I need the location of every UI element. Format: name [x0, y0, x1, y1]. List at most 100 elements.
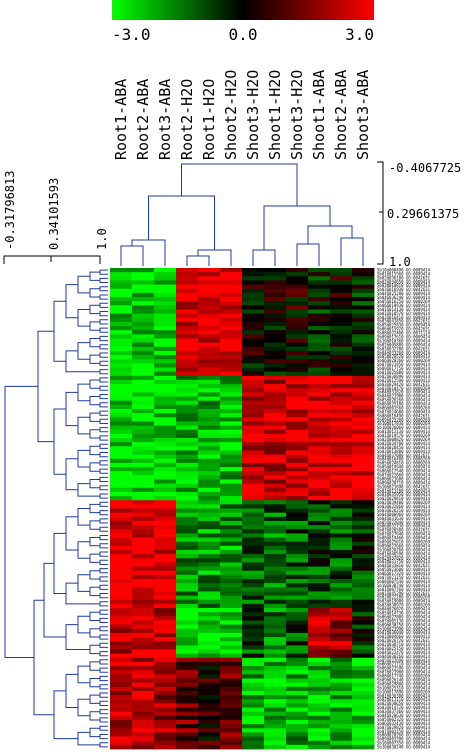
row-label: Sb05g024810 GO:0000269 [377, 461, 431, 466]
row-dendrogram-link [99, 427, 108, 433]
heatmap-cell [176, 690, 199, 696]
row-label: Sb07g022660 GO:0009414 [377, 472, 431, 477]
heatmap-cell [110, 583, 133, 588]
heatmap-cell [132, 462, 155, 468]
heatmap-cell [132, 429, 155, 435]
heatmap-cell [352, 379, 375, 385]
column-dendrogram-link [252, 249, 276, 266]
heatmap-cell [132, 450, 155, 455]
heatmap-cell [242, 442, 265, 447]
heatmap-cell [330, 583, 353, 588]
row-dendrogram-link [53, 300, 66, 362]
row-label: Sb07g003150 GO:0009414 [377, 729, 431, 734]
heatmap-cell [220, 637, 243, 642]
row-label: Sb10g023990 GO:0009414 [377, 626, 431, 631]
heatmap-cell [308, 537, 331, 543]
heatmap-cell [264, 475, 287, 480]
heatmap-cell [132, 330, 155, 335]
heatmap-cell [242, 566, 265, 572]
heatmap-cell [176, 471, 199, 476]
heatmap-cell [132, 595, 155, 601]
heatmap-cell [308, 512, 331, 518]
heatmap-cell [242, 632, 265, 638]
heatmap-cell [154, 375, 177, 381]
heatmap-cell [198, 545, 221, 551]
heatmap-cell [176, 554, 199, 559]
heatmap-cell [352, 719, 375, 725]
heatmap-cell [352, 330, 375, 335]
row-label: Sb04g036240 GO:0009414 [377, 295, 431, 300]
heatmap-cell [286, 458, 309, 464]
heatmap-cell [220, 367, 243, 373]
heatmap-cell [176, 670, 199, 675]
heatmap-cell [264, 355, 287, 360]
heatmap-cell [110, 446, 133, 451]
heatmap-cell [330, 578, 353, 584]
heatmap-cell [352, 686, 375, 692]
heatmap-cell [242, 670, 265, 675]
heatmap-cell [154, 641, 177, 646]
heatmap-cell [154, 487, 177, 493]
heatmap-cell [176, 641, 199, 646]
heatmap-cell [154, 612, 177, 617]
heatmap-cell [352, 284, 375, 290]
heatmap-cell [330, 317, 353, 323]
column-dendrogram-link [307, 225, 353, 244]
heatmap-cell [220, 744, 243, 750]
heatmap-cell [352, 375, 375, 381]
heatmap-cell [286, 417, 309, 422]
heatmap-cell [154, 367, 177, 373]
heatmap-cell [308, 545, 331, 551]
heatmap-cell [176, 682, 199, 688]
heatmap-cell [220, 355, 243, 360]
heatmap-cell [308, 292, 331, 298]
heatmap-cell [286, 744, 309, 750]
heatmap-cell [110, 487, 133, 493]
heatmap-cell [176, 276, 199, 281]
heatmap-cell [330, 396, 353, 402]
column-scale-axis [377, 161, 384, 265]
heatmap-cell [308, 288, 331, 294]
heatmap-cell [176, 719, 199, 725]
heatmap-cell [154, 587, 177, 592]
heatmap-cell [264, 313, 287, 319]
heatmap-cell [220, 433, 243, 439]
heatmap-cell [220, 682, 243, 688]
heatmap-cell [220, 554, 243, 559]
heatmap-cell [308, 425, 331, 431]
heatmap-cell [132, 583, 155, 588]
row-label: Sb03g025150 GO:0009414 [377, 646, 431, 651]
heatmap-cell [132, 297, 155, 302]
heatmap-cell [132, 570, 155, 576]
heatmap-cell [352, 740, 375, 746]
heatmap-cell [110, 367, 133, 373]
heatmap-cell [242, 384, 265, 389]
heatmap-cell [242, 744, 265, 750]
heatmap-cell [198, 670, 221, 675]
heatmap-cell [110, 645, 133, 650]
row-label: Sb02g037820 GO:0009414 [377, 555, 431, 560]
heatmap-cell [308, 520, 331, 526]
heatmap-cell [308, 305, 331, 310]
heatmap-cell [286, 487, 309, 493]
heatmap-cell [132, 516, 155, 522]
heatmap-cell [264, 392, 287, 397]
heatmap-cell [220, 342, 243, 348]
row-dendrogram-link [89, 694, 100, 704]
heatmap-cell [242, 392, 265, 397]
heatmap-cell [154, 682, 177, 688]
heatmap-cell [286, 529, 309, 534]
heatmap-cell [198, 504, 221, 509]
heatmap-cell [132, 740, 155, 746]
heatmap-cell [220, 724, 243, 729]
heatmap-cell [308, 703, 331, 708]
heatmap-cell [286, 554, 309, 559]
heatmap-cell [330, 574, 353, 580]
heatmap-cell [242, 454, 265, 460]
heatmap-cell [220, 653, 243, 659]
heatmap-cell [242, 355, 265, 360]
heatmap-cell [198, 446, 221, 451]
heatmap-cell [132, 649, 155, 655]
heatmap-cell [154, 301, 177, 306]
heatmap-cell [286, 346, 309, 352]
